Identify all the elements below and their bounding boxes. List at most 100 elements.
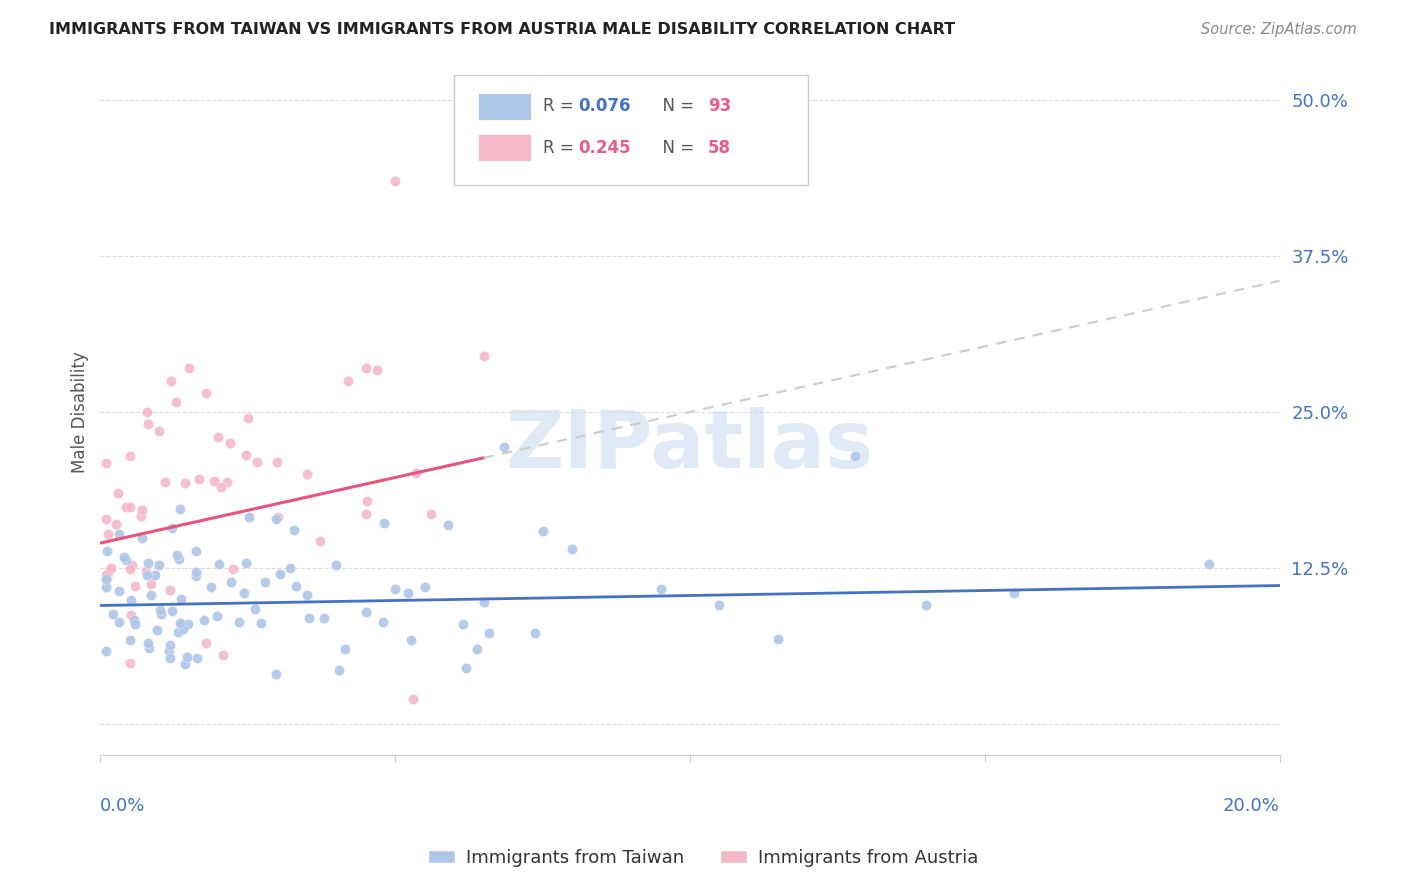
Point: [121, 593, 143, 607]
Point: [298, 611, 321, 625]
Text: Source: ZipAtlas.com: Source: ZipAtlas.com: [1201, 22, 1357, 37]
Point: [396, 586, 419, 600]
Point: [246, 454, 269, 468]
Point: [325, 558, 347, 573]
Point: [478, 625, 501, 640]
Point: [472, 595, 495, 609]
Text: N =: N =: [652, 138, 700, 156]
Point: [193, 613, 215, 627]
Point: [97, 564, 120, 578]
Point: [333, 641, 356, 656]
Point: [120, 633, 142, 648]
Point: [136, 556, 159, 570]
Point: [200, 580, 222, 594]
Text: 20.0%: 20.0%: [1223, 797, 1279, 814]
Point: [149, 607, 172, 621]
Point: [266, 455, 288, 469]
Point: [139, 577, 162, 591]
Point: [228, 615, 250, 629]
FancyBboxPatch shape: [454, 76, 808, 186]
Point: [186, 650, 208, 665]
Point: [401, 633, 423, 648]
Point: [148, 424, 170, 438]
Point: [492, 440, 515, 454]
Point: [309, 533, 332, 548]
Point: [148, 558, 170, 573]
Point: [115, 552, 138, 566]
Point: [436, 518, 458, 533]
Point: [264, 512, 287, 526]
Point: [96, 457, 118, 471]
Point: [167, 551, 190, 566]
Point: [169, 502, 191, 516]
Point: [169, 615, 191, 630]
Point: [844, 449, 866, 463]
Text: 0.0%: 0.0%: [100, 797, 146, 814]
Point: [1198, 558, 1220, 572]
Point: [138, 641, 160, 656]
Point: [232, 586, 254, 600]
Point: [120, 561, 142, 575]
Point: [124, 613, 146, 627]
Point: [472, 349, 495, 363]
Point: [100, 560, 122, 574]
Point: [186, 565, 208, 579]
Point: [284, 579, 307, 593]
Point: [120, 500, 142, 515]
Point: [96, 544, 118, 558]
Point: [136, 417, 159, 432]
Point: [186, 568, 208, 582]
Point: [314, 611, 336, 625]
Point: [96, 512, 118, 526]
Point: [402, 692, 425, 706]
Point: [176, 649, 198, 664]
Point: [96, 572, 118, 586]
Point: [384, 174, 406, 188]
Point: [453, 616, 475, 631]
Text: R =: R =: [543, 138, 579, 156]
Point: [454, 661, 477, 675]
Point: [141, 588, 163, 602]
Point: [264, 667, 287, 681]
Point: [136, 404, 159, 418]
Point: [209, 480, 232, 494]
Point: [112, 550, 135, 565]
Point: [173, 475, 195, 490]
Y-axis label: Male Disability: Male Disability: [72, 351, 89, 473]
Point: [295, 588, 318, 602]
Point: [405, 466, 427, 480]
Point: [96, 568, 118, 582]
Point: [135, 567, 157, 582]
Point: [915, 599, 938, 613]
Point: [120, 656, 142, 670]
Point: [366, 363, 388, 377]
Point: [373, 615, 395, 629]
Text: ZIPatlas: ZIPatlas: [506, 408, 875, 485]
Point: [221, 562, 243, 576]
Point: [524, 626, 547, 640]
Point: [1002, 586, 1025, 600]
Point: [129, 509, 152, 524]
Text: R =: R =: [543, 97, 579, 115]
Point: [136, 636, 159, 650]
Point: [160, 520, 183, 534]
Point: [373, 516, 395, 531]
FancyBboxPatch shape: [478, 134, 531, 161]
Point: [208, 557, 231, 571]
Point: [709, 599, 731, 613]
Point: [249, 615, 271, 630]
Point: [295, 467, 318, 482]
Point: [96, 574, 118, 588]
Point: [105, 516, 128, 531]
Point: [146, 624, 169, 638]
Point: [219, 436, 242, 450]
Point: [131, 531, 153, 545]
Point: [108, 527, 131, 541]
Point: [205, 608, 228, 623]
Point: [96, 580, 118, 594]
Point: [101, 607, 124, 621]
Point: [243, 602, 266, 616]
Text: IMMIGRANTS FROM TAIWAN VS IMMIGRANTS FROM AUSTRIA MALE DISABILITY CORRELATION CH: IMMIGRANTS FROM TAIWAN VS IMMIGRANTS FRO…: [49, 22, 955, 37]
Point: [166, 548, 188, 562]
Point: [413, 580, 436, 594]
